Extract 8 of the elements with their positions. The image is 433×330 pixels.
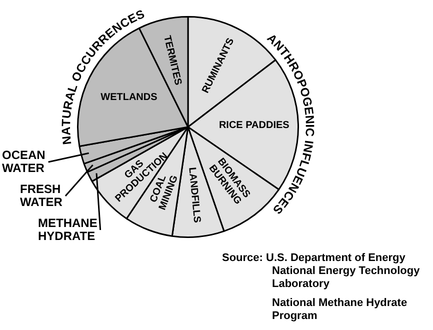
source-note: Source: U.S. Department of Energy National Energy Technology Laboratory bbox=[222, 252, 421, 291]
slice-label: WETLANDS bbox=[100, 92, 158, 103]
slice-label: RICE PADDIES bbox=[218, 120, 290, 132]
slice-label: FRESH WATER bbox=[20, 182, 63, 209]
slice-label: METHANE HYDRATE bbox=[38, 216, 98, 243]
slice-label: OCEAN WATER bbox=[2, 148, 46, 175]
slice-label: LANDFILLS bbox=[186, 166, 202, 224]
text: National Methane Hydrate Program bbox=[271, 297, 408, 323]
